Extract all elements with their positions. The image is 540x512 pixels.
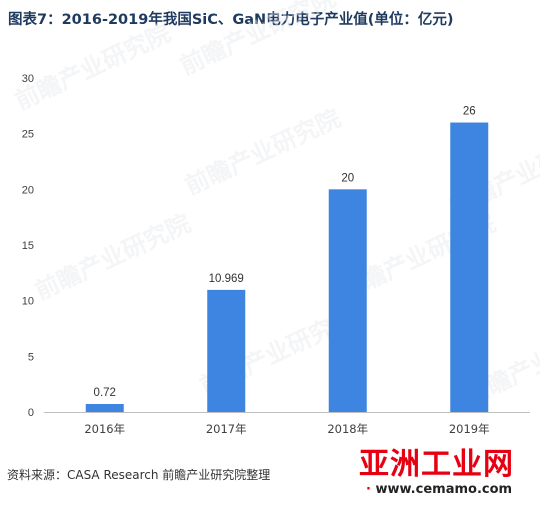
watermark-background-text: 前瞻产业研究院 xyxy=(11,19,175,115)
watermark-background-text: 前瞻产业研究院 xyxy=(31,209,195,305)
source-note: 资料来源：CASA Research 前瞻产业研究院整理 xyxy=(7,468,271,482)
watermark-url-text: www.cemamo.com xyxy=(375,482,513,497)
y-tick-label: 30 xyxy=(22,73,34,85)
watermark-fleck-icon: · xyxy=(366,482,371,497)
bar xyxy=(207,289,246,412)
x-tick-label: 2019年 xyxy=(449,422,490,436)
x-tick-label: 2016年 xyxy=(84,422,125,436)
y-tick-label: 25 xyxy=(22,129,34,141)
watermark-background-text: 前瞻产业研究院 xyxy=(181,104,345,200)
y-tick-label: 0 xyxy=(28,407,34,419)
chart-title: 图表7：2016-2019年我国SiC、GaN电力电子产业值(单位：亿元) xyxy=(8,12,454,28)
data-label: 20 xyxy=(341,172,354,184)
x-tick-label: 2018年 xyxy=(327,422,368,436)
y-tick-label: 20 xyxy=(22,184,34,196)
bar xyxy=(328,189,367,412)
watermark-background-text: 前瞻产业研究院 xyxy=(176,0,340,80)
watermark-logo: 亚洲工业网 xyxy=(359,447,514,482)
watermark-url: · www.cemamo.com xyxy=(366,482,512,497)
bar xyxy=(85,403,124,412)
data-label: 0.72 xyxy=(94,387,116,399)
data-label: 26 xyxy=(463,106,476,118)
bar xyxy=(450,122,489,413)
y-tick-label: 15 xyxy=(22,240,34,252)
y-tick-label: 5 xyxy=(28,351,34,363)
y-tick-label: 10 xyxy=(22,296,34,308)
x-tick-label: 2017年 xyxy=(206,422,247,436)
data-label: 10.969 xyxy=(209,273,244,285)
